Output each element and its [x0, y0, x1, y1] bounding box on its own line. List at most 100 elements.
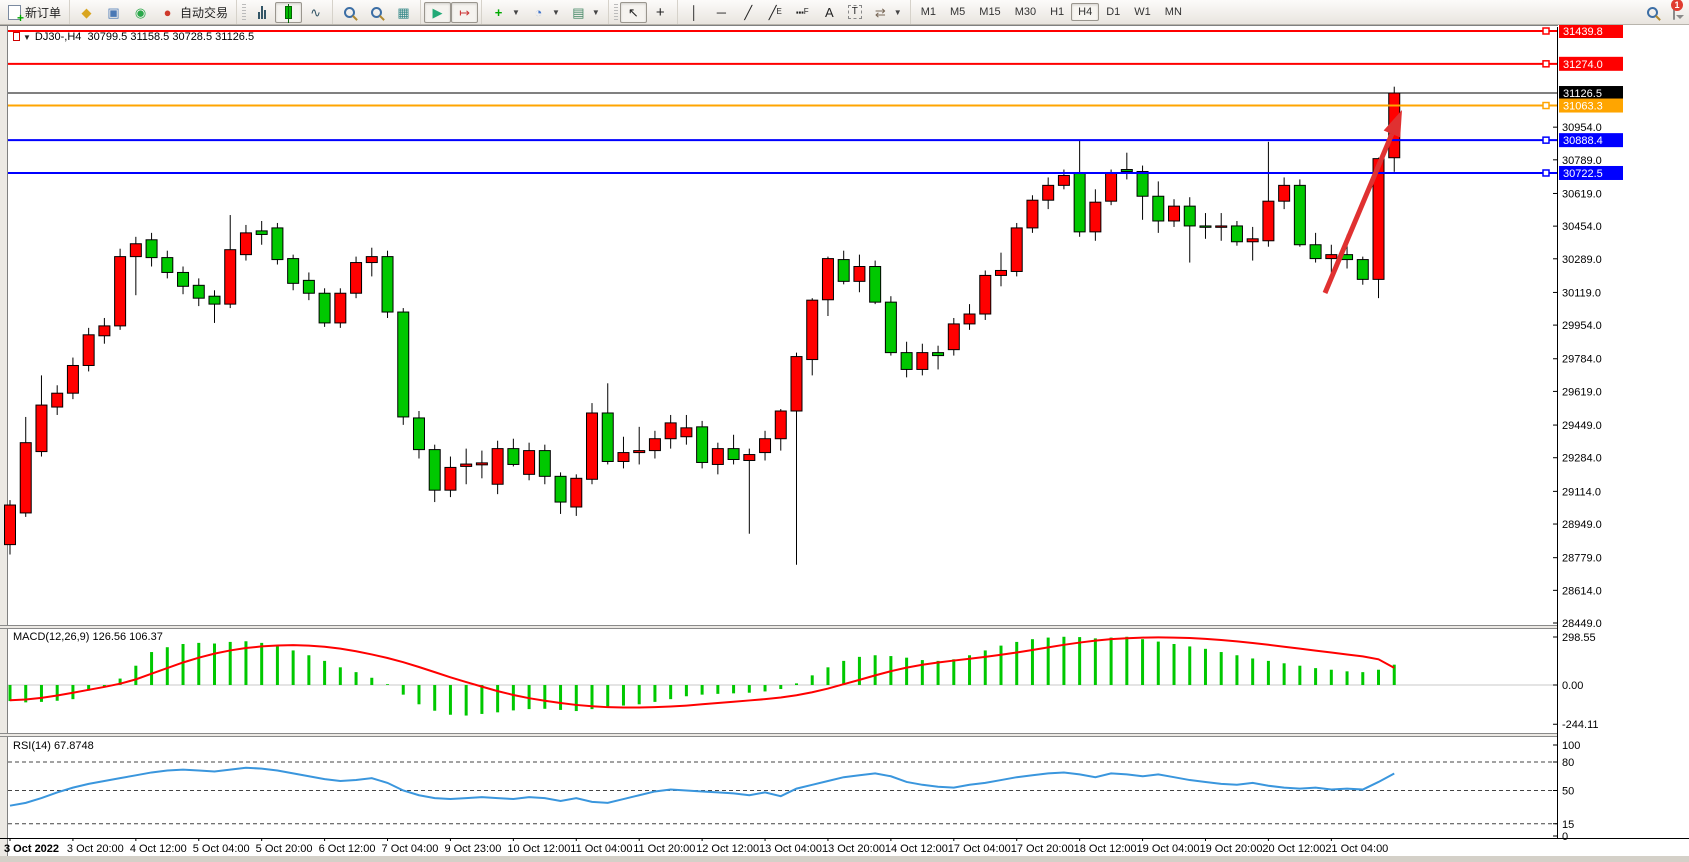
time-label[interactable]: 13 Oct 04:00 — [759, 843, 822, 855]
price-tick-label: 30954.0 — [1562, 122, 1602, 134]
macd-scale-label: 0.00 — [1562, 680, 1583, 692]
macd-scale-label: -244.11 — [1562, 719, 1599, 731]
timeframe-button-MN[interactable]: MN — [1164, 6, 1182, 18]
price-badge[interactable] — [1559, 98, 1623, 113]
price-badge[interactable] — [1559, 24, 1623, 38]
price-badge[interactable] — [1559, 56, 1623, 71]
caret-down-icon: ▼ — [551, 7, 560, 17]
macd-signal-line — [9, 636, 1395, 709]
line-handle[interactable] — [1542, 60, 1550, 68]
time-label[interactable]: 10 Oct 12:00 — [507, 843, 570, 855]
timeframe-button-D1[interactable]: D1 — [1106, 6, 1121, 18]
text-button[interactable]: A — [816, 2, 843, 23]
time-label[interactable]: 19 Oct 20:00 — [1199, 843, 1262, 855]
time-label[interactable]: 6 Oct 12:00 — [319, 843, 376, 855]
new-chart-icon: + — [494, 4, 503, 20]
timeframe-button-M5[interactable]: M5 — [950, 6, 966, 18]
timeframe-button-W1[interactable]: W1 — [1134, 6, 1151, 18]
time-label[interactable]: 12 Oct 12:00 — [696, 843, 759, 855]
bar-chart-button[interactable] — [248, 2, 275, 23]
line-chart-button[interactable]: ∿ — [302, 2, 329, 23]
bear-candle — [884, 301, 897, 354]
rsi-scale-label: 100 — [1562, 740, 1580, 752]
vertical-line-button[interactable]: │ — [681, 2, 708, 23]
bull-candle — [947, 323, 960, 351]
timeframe-button-H4[interactable]: H4 — [1071, 3, 1100, 21]
bear-candle — [1309, 244, 1322, 260]
line-handle[interactable] — [1542, 27, 1550, 35]
chart-shift-button[interactable]: ↦ — [451, 1, 479, 23]
zoom-out-button[interactable] — [363, 2, 390, 23]
time-label[interactable]: 11 Oct 20:00 — [633, 843, 695, 855]
bull-candle — [1215, 225, 1228, 228]
line-handle[interactable] — [1542, 101, 1550, 110]
chart-window: 30954.0 30789.0 30619.0 30454.0 30289.0 30119… — [0, 24, 1689, 862]
bear-candle — [177, 271, 190, 287]
terminal-button[interactable]: ▣ — [100, 2, 127, 23]
time-label[interactable]: 18 Oct 12:00 — [1074, 843, 1137, 855]
bear-candle — [1120, 169, 1133, 172]
time-label[interactable]: 19 Oct 04:00 — [1137, 843, 1200, 855]
crosshair-button[interactable]: + — [647, 2, 674, 23]
pane-divider[interactable] — [0, 625, 1689, 629]
chat-button[interactable]: 1 — [1671, 0, 1683, 20]
time-label[interactable]: 3 Oct 20:00 — [67, 843, 124, 855]
time-label[interactable]: 3 Oct 2022 — [4, 843, 59, 855]
timeframe-button-M15[interactable]: M15 — [979, 6, 1001, 18]
line-handle[interactable] — [1542, 136, 1550, 144]
cursor-button[interactable]: ↖ — [619, 1, 647, 23]
time-label[interactable]: 5 Oct 04:00 — [193, 843, 250, 855]
horizontal-line-button[interactable]: ─ — [708, 2, 735, 23]
signal-button[interactable]: ◉ — [127, 2, 154, 23]
metaeditor-button[interactable]: ◆ — [73, 2, 100, 23]
autotrading-button[interactable]: ● 自动交易 — [154, 2, 233, 23]
channel-button[interactable]: ╱ E — [762, 2, 789, 23]
price-tick-label: 28614.0 — [1562, 585, 1602, 597]
time-label[interactable]: 5 Oct 20:00 — [256, 843, 313, 855]
zoom-in-button[interactable] — [336, 2, 363, 23]
auto-scroll-icon: ▶ — [432, 4, 443, 20]
text-label-button[interactable]: T — [843, 2, 867, 23]
time-label[interactable]: 17 Oct 20:00 — [1011, 843, 1074, 855]
period-dropdown[interactable]: ◔ ▼ — [525, 2, 565, 23]
bear-candle — [208, 295, 221, 305]
pane-divider[interactable] — [0, 733, 1689, 737]
time-label[interactable]: 20 Oct 12:00 — [1262, 843, 1325, 855]
time-label[interactable]: 4 Oct 12:00 — [130, 843, 187, 855]
time-label[interactable]: 9 Oct 23:00 — [444, 843, 501, 855]
bull-candle — [19, 442, 32, 514]
price-tick-label: 29449.0 — [1562, 420, 1602, 432]
bull-candle — [1057, 174, 1070, 186]
bull-candle — [1168, 205, 1181, 222]
price-badge[interactable] — [1559, 165, 1623, 180]
price-badge[interactable] — [1559, 133, 1623, 148]
candlestick-series — [4, 86, 1401, 565]
timeframe-button-H1[interactable]: H1 — [1050, 6, 1065, 18]
template-dropdown[interactable]: ▤ ▼ — [565, 2, 605, 23]
arrows-dropdown[interactable]: ⇄ ▼ — [867, 2, 907, 23]
timeframe-button-M30[interactable]: M30 — [1014, 6, 1037, 18]
chart-area[interactable]: 30954.0 30789.0 30619.0 30454.0 30289.0 30119… — [0, 24, 1689, 862]
time-label[interactable]: 17 Oct 04:00 — [948, 843, 1011, 855]
new-chart-dropdown[interactable]: + ▼ — [485, 2, 525, 23]
trend-arrow-annotation[interactable] — [1322, 110, 1402, 294]
price-badge[interactable] — [1559, 86, 1623, 101]
fibonacci-button[interactable]: ┅ F — [789, 2, 816, 23]
time-label[interactable]: 14 Oct 12:00 — [885, 843, 948, 855]
bear-candle — [932, 352, 945, 357]
auto-scroll-button[interactable]: ▶ — [424, 1, 452, 23]
bull-candle — [916, 352, 929, 370]
new-order-button[interactable]: 新订单 — [3, 2, 66, 24]
time-label[interactable]: 21 Oct 04:00 — [1325, 843, 1388, 855]
time-label[interactable]: 11 Oct 04:00 — [570, 843, 632, 855]
timeframe-button-M1[interactable]: M1 — [920, 6, 936, 18]
line-handle[interactable] — [1542, 169, 1550, 177]
bull-candle — [129, 243, 142, 258]
template-icon: ▤ — [572, 4, 585, 20]
time-label[interactable]: 7 Oct 04:00 — [382, 843, 439, 855]
candlestick-chart-button[interactable] — [275, 1, 303, 23]
tile-windows-button[interactable]: ▦ — [390, 2, 417, 23]
time-label[interactable]: 13 Oct 20:00 — [822, 843, 885, 855]
trendline-button[interactable]: ╱ — [735, 2, 762, 23]
search-button[interactable] — [1644, 4, 1661, 21]
